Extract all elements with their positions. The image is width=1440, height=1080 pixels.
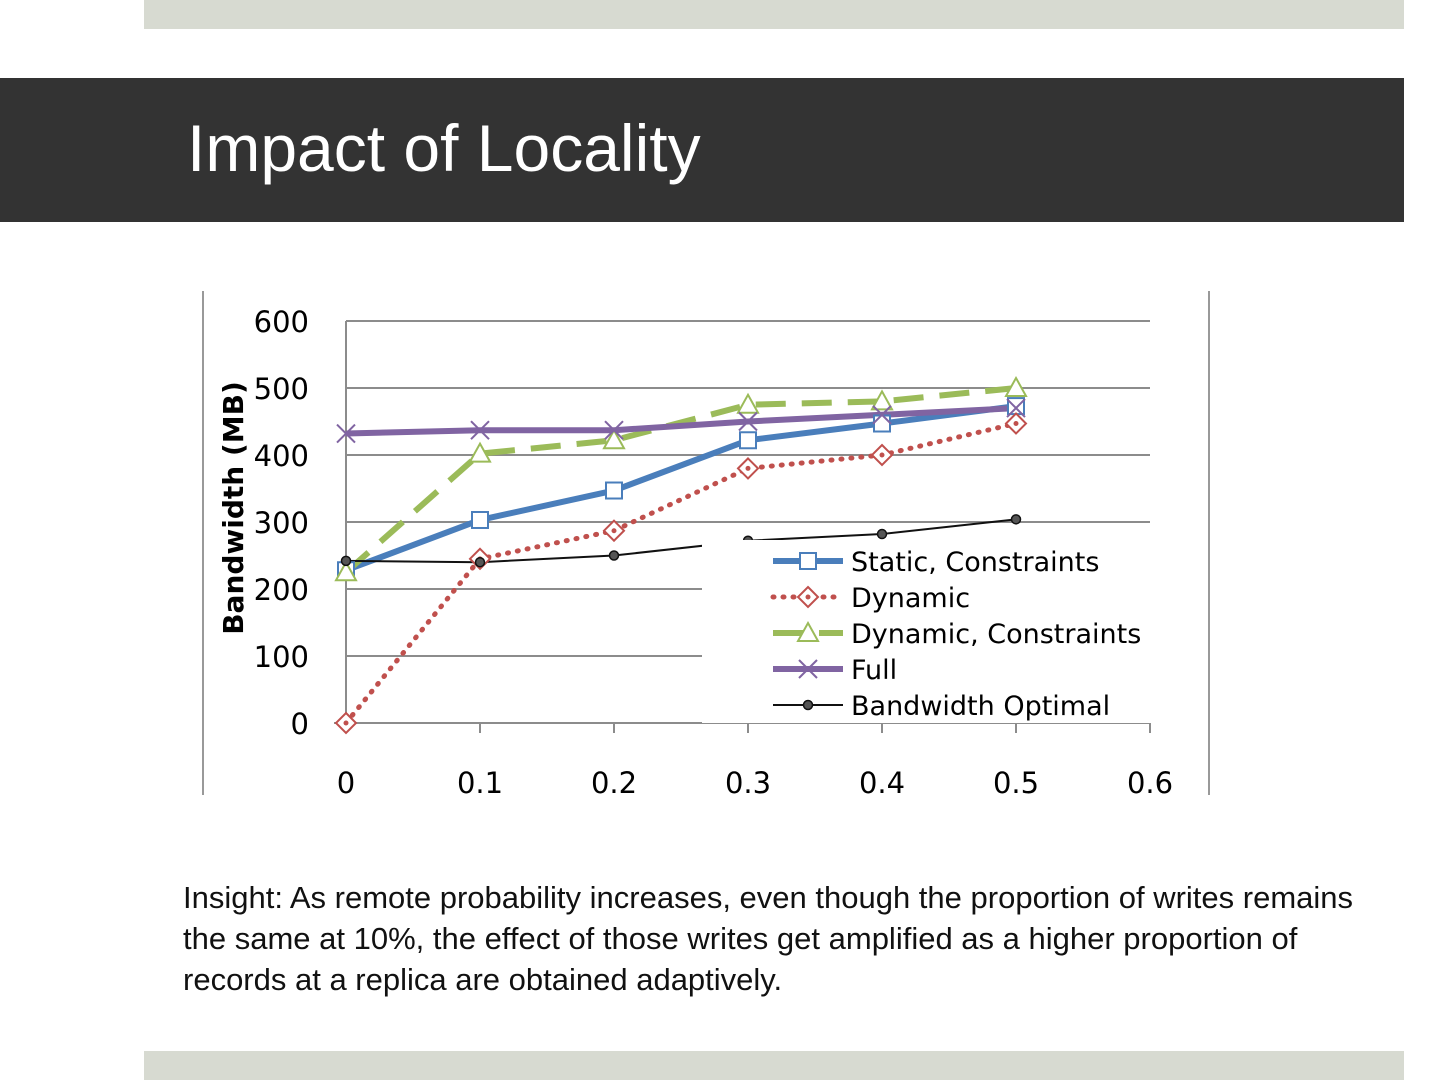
data-point — [736, 456, 760, 480]
slide-title: Impact of Locality — [187, 111, 701, 185]
top-accent-bar — [144, 0, 1404, 29]
data-point — [602, 519, 626, 543]
data-point — [340, 555, 352, 567]
insight-text: Insight: As remote probability increases… — [183, 880, 1354, 997]
data-point — [334, 711, 358, 735]
data-point — [1004, 412, 1028, 435]
bandwidth-chart: 0 100 200 300 400 500 600 0 0.1 0.2 0.3 0.4 0.5 0.6 S… — [195, 285, 1220, 805]
title-band — [0, 78, 1404, 222]
legend-label: Static, Constraints — [851, 547, 1099, 578]
data-point — [1007, 397, 1025, 416]
series-line — [345, 518, 1017, 564]
series-group — [345, 405, 1017, 437]
x-tick-label: 0.2 — [591, 766, 637, 800]
diamond-center — [1013, 421, 1019, 427]
data-point — [870, 389, 894, 411]
legend-label: Dynamic — [851, 583, 970, 614]
diamond-center — [343, 720, 349, 726]
y-tick-label: 500 — [254, 372, 309, 406]
x-stroke-b — [738, 411, 758, 432]
x-stroke-b — [470, 420, 490, 440]
x-stroke-b — [798, 659, 818, 679]
data-point — [474, 556, 486, 568]
data-point — [1004, 375, 1028, 397]
data-point — [602, 428, 626, 450]
legend-swatch-marker — [796, 585, 820, 609]
diamond-center — [611, 528, 617, 534]
legend-label: Dynamic, Constraints — [851, 619, 1141, 650]
legend-item: Static, Constraints — [773, 547, 1099, 578]
data-point — [605, 481, 623, 500]
legend-item: Dynamic, Constraints — [773, 619, 1141, 650]
data-point — [334, 560, 358, 582]
y-tick-label: 0 — [291, 707, 309, 741]
legend-label: Bandwidth Optimal — [851, 691, 1110, 722]
series-line — [344, 385, 1017, 575]
data-point — [738, 411, 758, 432]
data-point — [468, 441, 492, 463]
y-tick-label: 400 — [254, 439, 309, 473]
legend-swatch-marker — [802, 699, 814, 711]
x-tick-label: 0 — [337, 766, 355, 800]
diamond-center — [745, 465, 751, 471]
data-point — [872, 405, 892, 425]
data-point — [873, 414, 891, 433]
bottom-accent-bar — [144, 1051, 1404, 1080]
legend-item: Dynamic — [770, 583, 970, 614]
x-tick-label: 0.5 — [993, 766, 1039, 800]
legend-label: Full — [851, 655, 897, 686]
series-line — [344, 403, 1017, 574]
data-point — [336, 423, 356, 444]
series-group — [344, 403, 1017, 574]
series-group — [345, 518, 1017, 564]
y-tick-label: 600 — [254, 305, 309, 339]
x-stroke-b — [1006, 398, 1026, 418]
data-point — [471, 510, 489, 529]
x-stroke-b — [872, 405, 892, 425]
diamond-center — [879, 452, 885, 458]
legend-swatch-marker — [796, 620, 820, 642]
diamond-center — [805, 594, 811, 600]
data-point — [870, 443, 894, 467]
chart-svg: 0 100 200 300 400 500 600 0 0.1 0.2 0.3 0.4 0.5 0.6 S… — [202, 291, 1210, 800]
legend-item: Bandwidth Optimal — [773, 691, 1110, 722]
y-tick-label: 200 — [254, 573, 309, 607]
x-tick-label: 0.6 — [1127, 766, 1173, 800]
data-point — [608, 550, 620, 561]
data-point — [604, 420, 624, 440]
y-tick-label: 300 — [254, 506, 309, 540]
series-line — [343, 421, 1019, 726]
series-group — [343, 421, 1019, 726]
legend-item: Full — [773, 655, 897, 686]
x-tick-label: 0.4 — [859, 766, 905, 800]
data-point — [739, 431, 757, 450]
data-point — [1006, 398, 1026, 418]
legend: Static, Constraints Dynamic Dynamic, Const… — [770, 547, 1141, 722]
data-point — [1010, 514, 1022, 525]
x-tick-label: 0.1 — [457, 766, 503, 800]
x-tick-label: 0.3 — [725, 766, 771, 800]
legend-swatch-marker — [798, 659, 818, 679]
x-stroke-b — [336, 423, 356, 444]
axes: 0 100 200 300 400 500 600 0 0.1 0.2 0.3 0.4 0.5 0.6 — [254, 305, 1173, 800]
x-stroke-b — [604, 420, 624, 440]
series-line — [345, 405, 1017, 437]
data-point — [876, 528, 888, 540]
y-axis-label: Bandwidth (MB) — [217, 381, 250, 635]
y-tick-label: 100 — [254, 640, 309, 674]
data-point — [470, 420, 490, 440]
legend-swatch-marker — [799, 552, 817, 570]
series-lines — [334, 375, 1028, 735]
data-point — [736, 392, 760, 414]
series-group — [344, 385, 1017, 575]
